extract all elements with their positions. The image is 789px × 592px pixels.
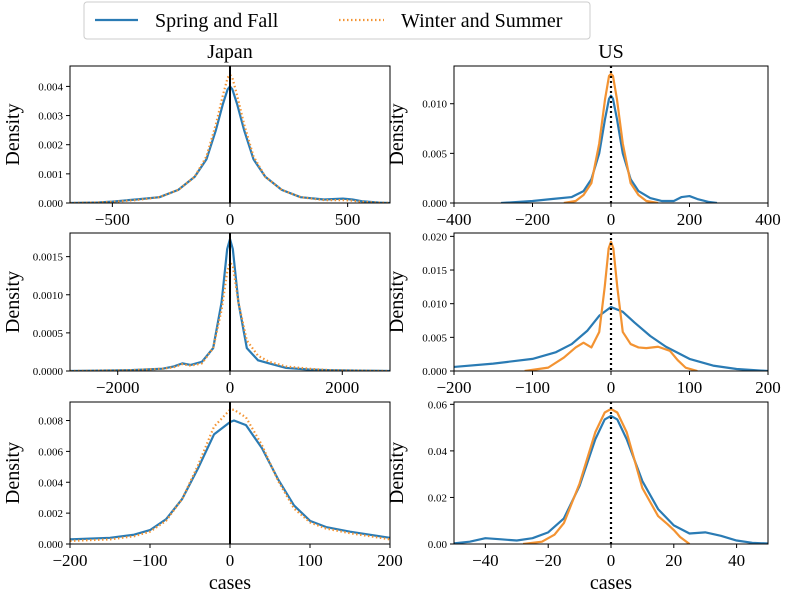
x-tick-label: −200 bbox=[515, 210, 550, 229]
series-line-winter-summer bbox=[70, 73, 390, 203]
x-tick-label: 200 bbox=[755, 378, 781, 397]
x-axis-label: cases bbox=[590, 572, 632, 592]
series-line-spring-fall bbox=[70, 419, 390, 541]
panel-japan-2: −2000 0 2000 0.0000 0.0005 0.0010 0.0015 Densit… bbox=[2, 232, 391, 397]
y-tick-label: 0.000 bbox=[38, 539, 63, 551]
x-tick-label: −2000 bbox=[96, 378, 140, 397]
y-tick-label: 0.004 bbox=[38, 81, 63, 93]
y-tick-label: 0.005 bbox=[422, 332, 447, 344]
x-tick-label: 40 bbox=[728, 551, 745, 570]
y-axis-label: Density bbox=[2, 271, 24, 333]
y-axis-label: Density bbox=[2, 103, 24, 165]
x-tick-label: 0 bbox=[607, 378, 616, 397]
y-tick-label: 0.006 bbox=[38, 446, 63, 458]
series-line-winter-summer bbox=[522, 407, 691, 544]
series-line-spring-fall bbox=[454, 305, 768, 371]
panel-title: Japan bbox=[207, 41, 253, 63]
y-tick-label: 0.005 bbox=[422, 148, 447, 160]
x-tick-label: 0 bbox=[226, 378, 235, 397]
x-tick-label: −40 bbox=[472, 551, 499, 570]
y-tick-label: 0.002 bbox=[38, 140, 63, 152]
x-tick-label: 500 bbox=[335, 210, 361, 229]
x-tick-label: −500 bbox=[95, 210, 130, 229]
x-tick-label: 200 bbox=[677, 210, 703, 229]
y-tick-label: 0.008 bbox=[38, 416, 63, 428]
x-tick-label: 0 bbox=[607, 551, 616, 570]
x-tick-label: 0 bbox=[226, 551, 235, 570]
x-tick-label: 2000 bbox=[325, 378, 359, 397]
y-tick-label: 0.003 bbox=[38, 111, 63, 123]
y-tick-label: 0.0015 bbox=[33, 252, 64, 264]
y-tick-label: 0.000 bbox=[38, 198, 63, 210]
series-line-winter-summer bbox=[524, 240, 698, 371]
panel-title: US bbox=[598, 41, 624, 63]
y-tick-label: 0.000 bbox=[422, 366, 447, 378]
y-tick-label: 0.004 bbox=[38, 477, 63, 489]
y-tick-label: 0.00 bbox=[428, 539, 448, 551]
x-tick-label: 100 bbox=[297, 551, 323, 570]
panel-japan-1: −500 0 500 0.000 0.001 0.002 0.003 0.004 Density… bbox=[2, 41, 391, 229]
y-tick-label: 0.04 bbox=[428, 446, 448, 458]
x-tick-label: 200 bbox=[377, 551, 403, 570]
x-axis-label: cases bbox=[209, 572, 251, 592]
panel-us-3: −40 −20 0 20 40 0.00 0.02 0.04 0.06 Density cases bbox=[386, 399, 769, 592]
series-line-spring-fall bbox=[70, 85, 390, 203]
x-tick-label: −400 bbox=[436, 210, 471, 229]
x-tick-label: 0 bbox=[226, 210, 235, 229]
legend-label-spring-fall: Spring and Fall bbox=[155, 10, 279, 32]
legend-label-winter-summer: Winter and Summer bbox=[401, 10, 563, 32]
x-tick-label: −100 bbox=[515, 378, 550, 397]
x-tick-label: 100 bbox=[677, 378, 703, 397]
y-tick-label: 0.000 bbox=[422, 198, 447, 210]
x-tick-label: 400 bbox=[755, 210, 781, 229]
y-axis-label: Density bbox=[2, 442, 24, 504]
y-tick-label: 0.0005 bbox=[33, 328, 64, 340]
x-tick-label: 0 bbox=[607, 210, 616, 229]
y-tick-label: 0.001 bbox=[38, 169, 63, 181]
y-axis-label: Density bbox=[386, 442, 408, 504]
x-tick-label: −20 bbox=[535, 551, 562, 570]
y-tick-label: 0.0010 bbox=[33, 290, 64, 302]
panel-us-2: −200 −100 0 100 200 0.000 0.005 0.010 0.015 0.020… bbox=[386, 231, 781, 397]
y-tick-label: 0.02 bbox=[428, 492, 447, 504]
y-axis-label: Density bbox=[386, 103, 408, 165]
y-tick-label: 0.002 bbox=[38, 508, 63, 520]
y-tick-label: 0.06 bbox=[428, 399, 448, 411]
series-line-spring-fall bbox=[454, 414, 768, 544]
x-tick-label: 20 bbox=[665, 551, 682, 570]
y-axis-label: Density bbox=[386, 271, 408, 333]
legend: Spring and Fall Winter and Summer bbox=[83, 1, 591, 40]
panel-japan-3: −200 −100 0 100 200 0.000 0.002 0.004 0.006 0.008… bbox=[2, 401, 403, 592]
y-tick-label: 0.010 bbox=[422, 99, 447, 111]
legend-frame bbox=[83, 1, 591, 40]
panels: −500 0 5000.0000.0010.0020.0030.004Density… bbox=[2, 41, 781, 592]
x-tick-label: −200 bbox=[436, 378, 471, 397]
y-tick-label: 0.020 bbox=[422, 231, 447, 243]
series-line-spring-fall bbox=[501, 94, 718, 203]
x-tick-label: −100 bbox=[132, 551, 167, 570]
y-tick-label: 0.010 bbox=[422, 299, 447, 311]
y-tick-label: 0.015 bbox=[422, 265, 447, 277]
x-tick-label: −200 bbox=[52, 551, 87, 570]
y-tick-label: 0.0000 bbox=[33, 366, 64, 378]
series-line-winter-summer bbox=[563, 72, 659, 203]
panel-us-1: −400 −200 0 200 400 0.000 0.005 0.010 Density US bbox=[386, 41, 781, 229]
